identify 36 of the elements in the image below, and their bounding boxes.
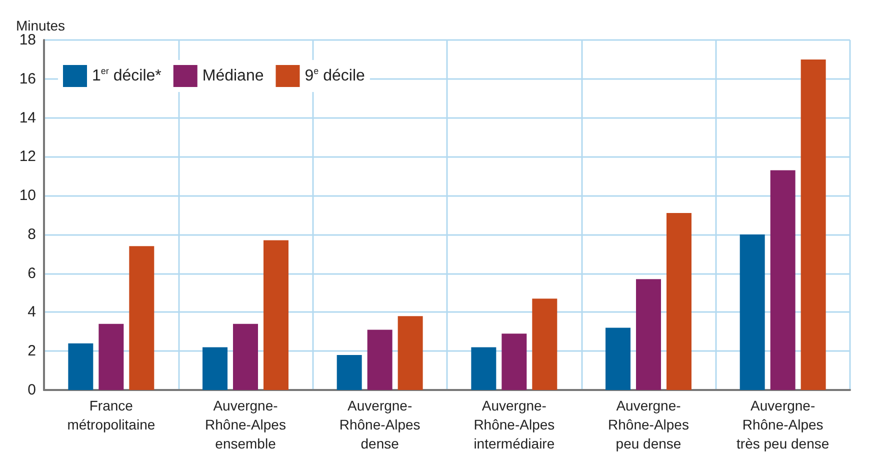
y-tick-label: 8 — [28, 226, 36, 243]
y-axis-title: Minutes — [16, 18, 66, 34]
bar — [740, 234, 765, 390]
bar — [636, 279, 661, 390]
y-tick-label: 6 — [28, 264, 36, 282]
y-tick-label: 12 — [19, 148, 36, 166]
y-tick-label: 2 — [28, 342, 36, 360]
bar — [129, 246, 154, 390]
legend-label: Médiane — [202, 68, 264, 84]
bar — [398, 316, 423, 390]
x-tick-label: Auvergne- Rhône-Alpes dense — [339, 398, 420, 452]
bar — [233, 324, 258, 390]
bar — [263, 240, 288, 390]
x-tick-label: Auvergne- Rhône-Alpes peu dense — [608, 398, 689, 452]
bar — [800, 59, 826, 390]
bar — [68, 343, 94, 390]
y-tick-label: 0 — [28, 382, 36, 398]
x-tick-label: Auvergne- Rhône-Alpes très peu dense — [736, 398, 830, 452]
y-tick-label: 18 — [19, 32, 36, 48]
x-tick-label: Auvergne- Rhône-Alpes intermédiaire — [474, 398, 555, 452]
y-tick-label: 16 — [19, 70, 36, 88]
x-tick-label: France métropolitaine — [67, 398, 156, 432]
bar — [367, 330, 392, 390]
bar — [471, 347, 496, 390]
bar — [336, 355, 362, 390]
bar — [532, 298, 558, 390]
y-tick-label: 10 — [19, 187, 36, 204]
bar — [770, 170, 796, 390]
y-tick-label: 14 — [19, 109, 36, 126]
y-tick-label: 4 — [28, 304, 36, 321]
bar — [98, 324, 124, 390]
bar — [606, 328, 631, 390]
bar — [502, 334, 527, 390]
bar — [202, 347, 228, 390]
bar — [666, 213, 692, 390]
x-tick-label: Auvergne- Rhône-Alpes ensemble — [205, 398, 286, 452]
